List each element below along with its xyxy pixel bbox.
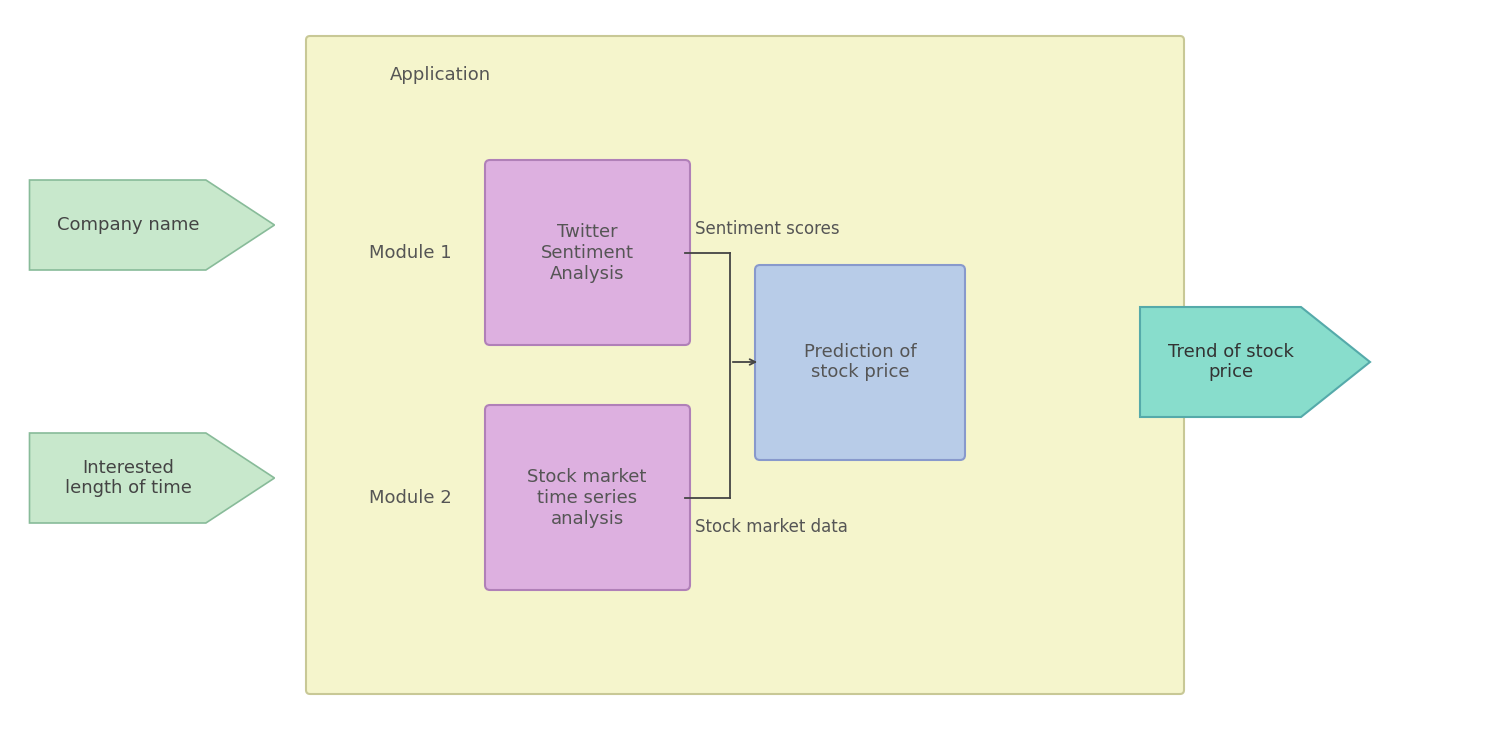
- Text: Module 2: Module 2: [369, 489, 452, 507]
- Text: Company name: Company name: [56, 216, 199, 234]
- Text: Stock market data: Stock market data: [695, 518, 849, 536]
- Text: Trend of stock
price: Trend of stock price: [1168, 342, 1294, 381]
- FancyBboxPatch shape: [306, 36, 1184, 694]
- Text: Stock market
time series
analysis: Stock market time series analysis: [528, 468, 646, 528]
- Text: Module 1: Module 1: [369, 244, 452, 262]
- FancyBboxPatch shape: [484, 160, 690, 345]
- Text: Interested
length of time: Interested length of time: [64, 458, 192, 497]
- Text: Prediction of
stock price: Prediction of stock price: [804, 342, 917, 381]
- Polygon shape: [1140, 307, 1370, 417]
- Text: Application: Application: [389, 66, 492, 84]
- Polygon shape: [30, 433, 275, 523]
- Text: Twitter
Sentiment
Analysis: Twitter Sentiment Analysis: [541, 223, 633, 283]
- Polygon shape: [30, 180, 275, 270]
- FancyBboxPatch shape: [755, 265, 964, 460]
- Text: Sentiment scores: Sentiment scores: [695, 220, 840, 238]
- FancyBboxPatch shape: [484, 405, 690, 590]
